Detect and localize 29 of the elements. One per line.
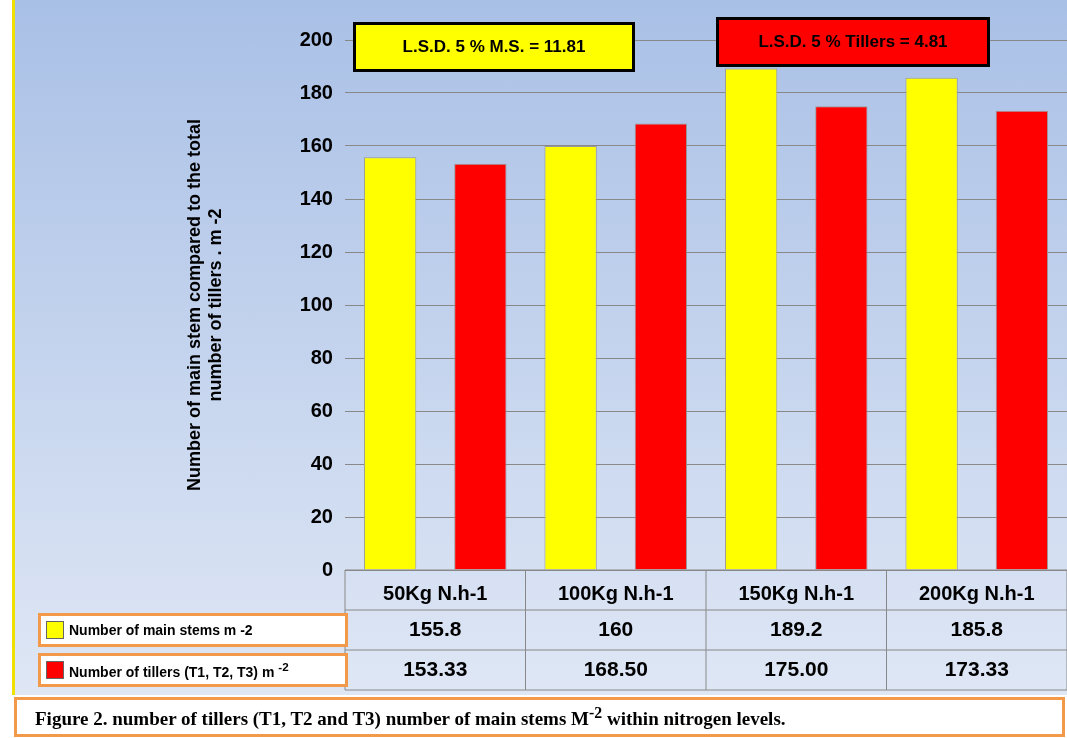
annotation: L.S.D. 5 % M.S. = 11.81 bbox=[402, 37, 586, 57]
data-label: 173.33 bbox=[944, 656, 1009, 680]
y-tick-label: 180 bbox=[299, 80, 333, 103]
caption: Figure 2. number of tillers (T1, T2 and T3) number of main stems M$^{-2}$ within nitrogen levels. bbox=[35, 703, 786, 731]
x-tick-label: 100Kg N.h-1 bbox=[557, 581, 674, 604]
data-label: 155.8 bbox=[408, 616, 462, 640]
y-tick-label: 20 bbox=[310, 504, 333, 527]
annotation: L.S.D. 5 % Tillers = 4.81 bbox=[758, 32, 948, 52]
data-label: 175.00 bbox=[764, 656, 829, 680]
y-tick-label: 60 bbox=[310, 398, 333, 421]
y-tick-label: 160 bbox=[299, 133, 333, 156]
y-tick-label: 0 bbox=[321, 557, 333, 580]
x-tick-label: 50Kg N.h-1 bbox=[383, 581, 488, 604]
legend-label: Number of tillers (T1, T2, T3) m $^{-2}$ bbox=[69, 660, 289, 680]
data-label: 153.33 bbox=[403, 656, 468, 680]
y-axis-title: Number of main stem compared to the total number of tillers . m -2 bbox=[183, 118, 226, 492]
x-tick-label: 200Kg N.h-1 bbox=[918, 581, 1035, 604]
y-tick-label: 120 bbox=[299, 239, 333, 262]
y-tick-label: 200 bbox=[299, 27, 333, 50]
y-tick-label: 140 bbox=[299, 186, 333, 209]
y-tick-label: 100 bbox=[299, 292, 333, 315]
y-tick-label: 80 bbox=[310, 345, 333, 368]
data-label: 168.50 bbox=[583, 656, 648, 680]
data-label: 185.8 bbox=[950, 616, 1004, 640]
x-tick-label: 150Kg N.h-1 bbox=[738, 581, 855, 604]
y-tick-label: 40 bbox=[310, 451, 333, 474]
legend-label: Number of main stems m -2 bbox=[69, 622, 253, 638]
data-label: 160 bbox=[598, 616, 634, 640]
data-label: 189.2 bbox=[769, 616, 823, 640]
